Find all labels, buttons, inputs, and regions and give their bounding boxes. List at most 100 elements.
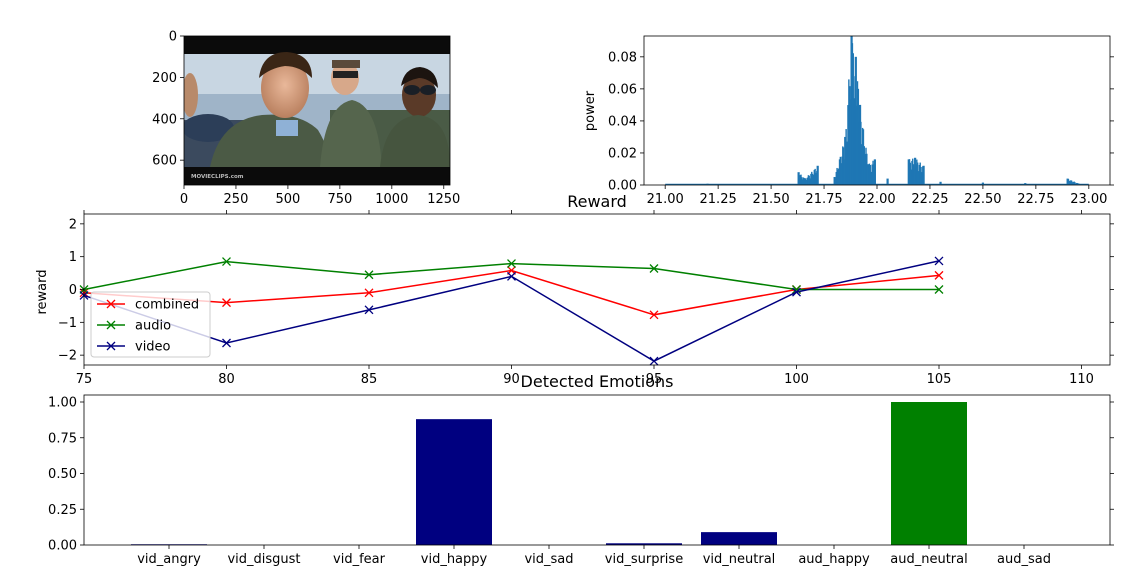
spectrum-y-tick-0.00: 0.00 bbox=[608, 179, 637, 194]
reward-legend-marker-combined bbox=[106, 299, 116, 309]
reward-x-tick-75: 75 bbox=[76, 372, 93, 387]
emotion-x-tick-aud_happy: aud_happy bbox=[798, 552, 870, 567]
spectrum-bar bbox=[868, 163, 871, 185]
emotions-axes-frame bbox=[83, 394, 1111, 546]
spectrum-bar bbox=[840, 163, 842, 185]
spectrum-bar bbox=[807, 175, 810, 185]
emotions-x-axis: vid_angry vid_disgust vid_fear vid_happy vid… bbox=[137, 545, 1051, 567]
reward-legend: combined audio video bbox=[90, 291, 211, 358]
spectrum-bar bbox=[916, 159, 918, 185]
spectrum-bar bbox=[835, 171, 837, 185]
emotion-bar-aud_neutral bbox=[891, 402, 967, 545]
reward-point-combined bbox=[364, 288, 374, 298]
spectrum-bar bbox=[1067, 179, 1070, 185]
spectrum-bar bbox=[816, 170, 818, 185]
spectrum-bar bbox=[913, 166, 916, 185]
emotion-y-tick-0.50: 0.50 bbox=[48, 467, 77, 482]
spectrum-x-tick-23.00: 23.00 bbox=[1070, 192, 1107, 207]
reward-point-video bbox=[934, 256, 944, 266]
spectrum-bar bbox=[921, 172, 923, 185]
reward-y-axis: 2 1 0 −1 −2 bbox=[58, 217, 1114, 364]
spectrum-bar bbox=[838, 168, 840, 185]
spectrum-bar bbox=[833, 176, 836, 185]
spectrum-bar bbox=[861, 127, 864, 185]
spectrum-bar bbox=[911, 160, 913, 185]
reward-x-tick-85: 85 bbox=[361, 372, 378, 387]
spectrum-bar bbox=[706, 183, 709, 185]
power-spectrum-panel: 21.00 21.25 21.50 21.75 22.00 22.25 22.50 22.75… bbox=[583, 35, 1114, 207]
video-frame-x-tick-1000: 1000 bbox=[375, 192, 408, 207]
spectrum-bar bbox=[849, 99, 852, 185]
spectrum-bar bbox=[842, 146, 844, 185]
spectrum-bar bbox=[845, 129, 847, 185]
spectrum-bar bbox=[910, 169, 912, 185]
spectrum-bar bbox=[1066, 178, 1069, 185]
spectrum-bar bbox=[836, 167, 838, 185]
reward-point-audio bbox=[364, 270, 374, 280]
spectrum-x-tick-21.75: 21.75 bbox=[805, 192, 842, 207]
emotion-x-tick-aud_neutral: aud_neutral bbox=[890, 552, 967, 567]
spectrum-bar bbox=[871, 164, 873, 185]
emotion-x-tick-aud_sad: aud_sad bbox=[997, 552, 1051, 567]
reward-legend-marker-audio bbox=[106, 320, 116, 330]
spectrum-bar bbox=[1077, 183, 1080, 185]
spectrum-bar bbox=[917, 171, 920, 185]
spectrum-bar bbox=[799, 175, 801, 185]
reward-legend-box bbox=[90, 291, 211, 358]
reward-y-tick-0: 0 bbox=[69, 283, 77, 298]
spectrum-y-tick-0.06: 0.06 bbox=[608, 82, 637, 97]
reward-x-tick-90: 90 bbox=[503, 372, 520, 387]
spectrum-bar bbox=[806, 177, 809, 185]
reward-point-audio bbox=[649, 264, 659, 273]
spectrum-bar bbox=[869, 165, 872, 185]
reward-point-video bbox=[507, 271, 516, 281]
spectrum-bar bbox=[1071, 182, 1074, 185]
spectrum-bar bbox=[867, 164, 870, 185]
spectrum-bar bbox=[1069, 181, 1071, 185]
reward-y-tick-−1: −1 bbox=[58, 316, 77, 331]
reward-point-video bbox=[792, 287, 801, 297]
video-frame-y-axis: 0 200 400 600 bbox=[152, 30, 184, 169]
spectrum-bar bbox=[1068, 180, 1070, 185]
emotion-y-tick-0.75: 0.75 bbox=[48, 431, 77, 446]
spectrum-bar bbox=[922, 166, 924, 185]
video-frame-x-tick-500: 500 bbox=[275, 192, 300, 207]
spectrum-bar bbox=[866, 166, 869, 185]
emotion-y-tick-1.00: 1.00 bbox=[48, 396, 77, 411]
spectrum-bar bbox=[909, 162, 912, 185]
spectrum-bar bbox=[800, 174, 802, 185]
emotions-y-axis: 0.00 0.25 0.50 0.75 1.00 bbox=[48, 396, 1114, 554]
spectrum-bar bbox=[858, 104, 862, 185]
spectrum-bar bbox=[816, 165, 819, 185]
spectrum-bar bbox=[801, 179, 804, 185]
spectrum-bar bbox=[837, 169, 839, 185]
spectrum-bar bbox=[856, 81, 859, 185]
spectrum-bar bbox=[865, 147, 867, 185]
spectrum-bar bbox=[916, 162, 919, 185]
spectrum-bar bbox=[912, 158, 914, 185]
spectrum-bar bbox=[811, 173, 814, 185]
spectrum-bar bbox=[803, 177, 805, 185]
video-frame-x-tick-250: 250 bbox=[224, 192, 249, 207]
emotion-x-tick-vid_disgust: vid_disgust bbox=[227, 552, 300, 567]
emotions-bars bbox=[131, 402, 967, 545]
spectrum-x-tick-22.75: 22.75 bbox=[1017, 192, 1054, 207]
spectrum-bar bbox=[798, 178, 801, 185]
spectrum-bar bbox=[812, 174, 815, 185]
spectrum-bar bbox=[802, 177, 805, 185]
spectrum-bar bbox=[886, 178, 889, 185]
power-spectrum-x-axis: 21.00 21.25 21.50 21.75 22.00 22.25 22.50 22.75… bbox=[647, 185, 1107, 207]
spectrum-bar bbox=[842, 147, 845, 185]
emotion-x-tick-vid_surprise: vid_surprise bbox=[605, 552, 683, 567]
spectrum-bar bbox=[1071, 180, 1073, 185]
reward-point-video bbox=[649, 356, 659, 366]
reward-point-video bbox=[222, 338, 231, 348]
spectrum-bar bbox=[844, 136, 847, 185]
spectrum-bar bbox=[864, 153, 866, 185]
reward-point-combined bbox=[222, 298, 231, 308]
spectrum-bar bbox=[850, 36, 853, 185]
spectrum-bar bbox=[854, 76, 856, 185]
spectrum-bar bbox=[857, 88, 860, 185]
reward-point-audio bbox=[507, 259, 516, 269]
